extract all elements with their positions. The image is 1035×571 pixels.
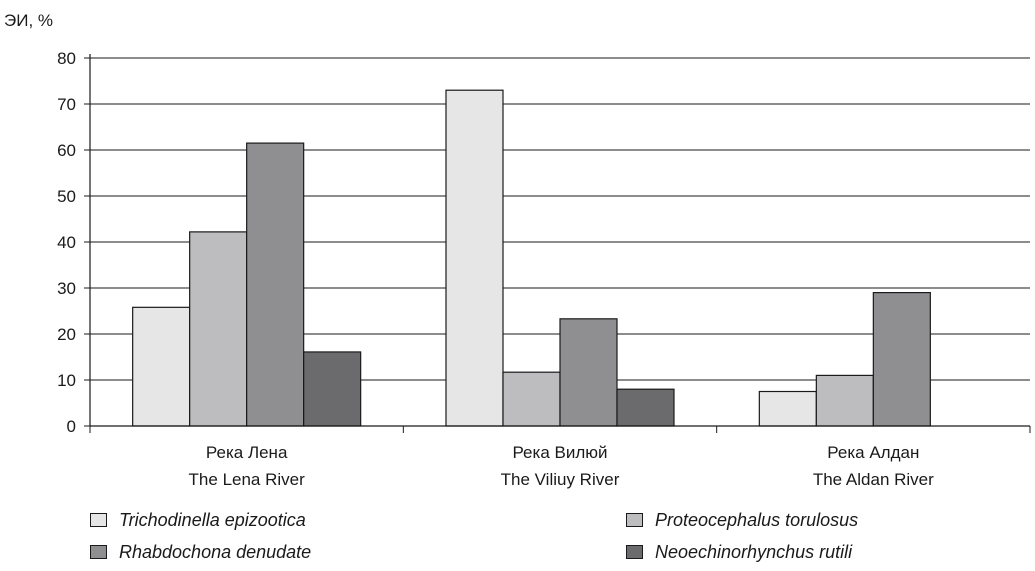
bar (872, 292, 931, 427)
y-tick-label: 70 (57, 95, 76, 114)
y-tick-label: 60 (57, 141, 76, 160)
y-tick-label: 20 (57, 325, 76, 344)
legend: Trichodinella epizootica Proteocephalus … (90, 508, 990, 568)
legend-swatch (90, 545, 107, 559)
y-tick-label: 80 (57, 49, 76, 68)
y-tick-label: 0 (67, 417, 76, 436)
legend-item-proteocephalus: Proteocephalus torulosus (626, 508, 858, 532)
legend-label: Proteocephalus torulosus (655, 509, 859, 530)
legend-label: Trichodinella epizootica (119, 509, 306, 530)
y-tick-label: 30 (57, 279, 76, 298)
bars (132, 89, 931, 427)
legend-item-neoechinorhynchus: Neoechinorhynchus rutili (626, 540, 852, 564)
bar (758, 390, 817, 427)
category-label-en: The Viliuy River (501, 470, 620, 489)
legend-item-rhabdochona: Rhabdochona denudate (90, 540, 311, 564)
legend-swatch (626, 513, 643, 527)
category-label-en: The Lena River (189, 470, 306, 489)
bar (445, 89, 504, 427)
bar (246, 142, 305, 427)
legend-item-trichodinella: Trichodinella epizootica (90, 508, 306, 532)
y-tick-label: 40 (57, 233, 76, 252)
category-label-ru: Река Алдан (827, 443, 919, 462)
category-labels: Река Лена The Lena River Река Вилюй The Vil… (189, 443, 935, 489)
y-tick-label: 50 (57, 187, 76, 206)
category-label-ru: Река Лена (206, 443, 288, 462)
bar (132, 306, 191, 427)
legend-swatch (626, 545, 643, 559)
y-axis-title: ЭИ, % (4, 11, 53, 30)
category-label-ru: Река Вилюй (512, 443, 607, 462)
bar (616, 388, 675, 427)
legend-label: Neoechinorhynchus rutili (655, 541, 853, 562)
bar (815, 374, 874, 427)
category-label-en: The Aldan River (813, 470, 934, 489)
bar (189, 231, 248, 427)
bar (502, 371, 561, 427)
legend-label: Rhabdochona denudate (119, 541, 312, 562)
axes (89, 54, 1031, 433)
y-tick-labels: 0 10 20 30 40 50 60 70 80 (57, 49, 76, 436)
legend-swatch (90, 513, 107, 527)
bar (559, 318, 618, 427)
bar (303, 351, 362, 427)
y-tick-label: 10 (57, 371, 76, 390)
